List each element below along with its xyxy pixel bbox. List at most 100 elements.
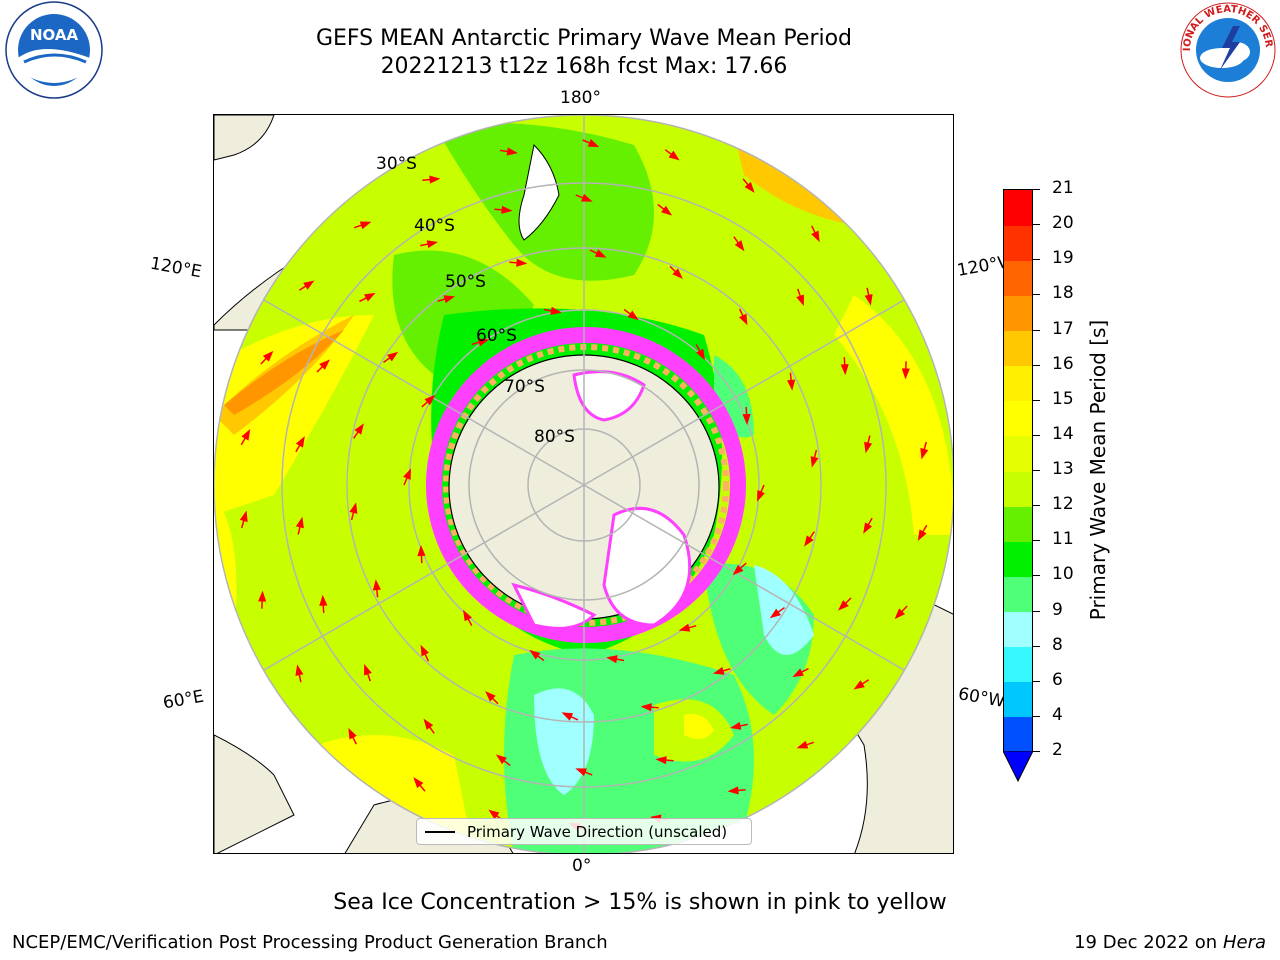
- wave-arrow-head: [364, 292, 376, 302]
- footer-date-text: 19 Dec 2022 on: [1074, 932, 1218, 953]
- colorbar-tick: [1033, 715, 1040, 717]
- colorbar-tick-label: 9: [1052, 599, 1063, 620]
- wave-arrow-head: [550, 306, 562, 315]
- wave-arrow-head: [655, 756, 667, 765]
- lat-label-40s: 40°S: [414, 216, 455, 236]
- lon-label-upper-left: 120°E: [148, 253, 204, 283]
- colorbar-tick-label: 12: [1052, 494, 1074, 515]
- wave-arrow-head: [840, 364, 849, 376]
- land-patch: [214, 115, 275, 161]
- colorbar-tick: [1033, 259, 1040, 261]
- wave-arrow-head: [319, 359, 330, 370]
- wave-arrow-head: [424, 394, 436, 406]
- colorbar-segment: [1004, 400, 1032, 437]
- colorbar-segment: [1004, 576, 1032, 612]
- wave-arrow-head: [920, 447, 929, 460]
- map-title: GEFS MEAN Antarctic Primary Wave Mean Pe…: [315, 26, 853, 51]
- wave-arrow-head: [696, 348, 705, 361]
- colorbar-tick-label: 14: [1052, 423, 1074, 444]
- wave-arrow-head: [864, 294, 873, 306]
- sea-ice-note: Sea Ice Concentration > 15% is shown in …: [333, 890, 947, 915]
- wave-arrow-head: [712, 666, 725, 675]
- wave-arrow-head: [262, 350, 274, 362]
- colorbar-tick: [1033, 189, 1040, 190]
- colorbar-segment: [1004, 611, 1032, 648]
- wave-arrow-head: [627, 310, 639, 321]
- legend-label: Primary Wave Direction (unscaled): [467, 823, 728, 841]
- lon-label-lower-right: 60°W: [956, 684, 1007, 712]
- wave-arrow-head: [810, 456, 819, 468]
- wave-arrow-head: [488, 809, 500, 820]
- wave-arrow-head: [864, 441, 873, 454]
- wave-arrow-head: [756, 490, 765, 502]
- colorbar-extend-arrow: [1003, 751, 1033, 783]
- wave-arrow-head: [796, 740, 809, 749]
- wave-arrow-head: [727, 786, 739, 795]
- colorbar-tick-label: 2: [1052, 740, 1063, 760]
- map-panel: 30°S 40°S 50°S 60°S 70°S 80°S: [213, 114, 954, 854]
- map-subtitle: 20221213 t12z 168h fcst Max: 17.66: [380, 54, 788, 79]
- wave-arrow-head: [359, 221, 372, 230]
- colorbar: [1003, 189, 1033, 753]
- wave-arrow-head: [742, 413, 751, 426]
- wave-arrow-head: [516, 258, 528, 267]
- wave-arrow-head: [734, 240, 745, 252]
- colorbar-tick-label: 15: [1052, 388, 1074, 409]
- colorbar-tick: [1033, 505, 1040, 507]
- colorbar-segment: [1004, 541, 1032, 577]
- wave-arrow-head: [894, 608, 906, 620]
- colorbar-tick: [1033, 399, 1040, 401]
- polar-map: 30°S 40°S 50°S 60°S 70°S 80°S: [214, 115, 953, 853]
- wave-arrow-head: [769, 608, 781, 619]
- wave-arrow-head: [413, 777, 424, 789]
- lat-label-50s: 50°S: [445, 272, 486, 292]
- wave-arrow-head: [804, 535, 814, 547]
- wave-arrow-head: [853, 680, 865, 690]
- footer-machine: Hera: [1222, 932, 1266, 953]
- wave-arrow-head: [349, 502, 358, 514]
- colorbar-segment: [1004, 716, 1032, 753]
- wave-arrow-head: [477, 338, 490, 347]
- wave-arrow-head: [501, 205, 513, 214]
- wave-arrow-head: [787, 379, 796, 391]
- colorbar-tick-label: 20: [1052, 213, 1074, 234]
- wave-arrow-head: [443, 295, 456, 304]
- wave-arrow-head: [606, 655, 618, 664]
- wave-arrow-head: [594, 249, 607, 258]
- colorbar-segment: [1004, 260, 1032, 296]
- colorbar-segment: [1004, 506, 1032, 542]
- lat-label-30s: 30°S: [376, 154, 417, 174]
- footer-date: 19 Dec 2022 on Hera: [1074, 932, 1266, 953]
- colorbar-tick-label: 13: [1052, 459, 1074, 479]
- wave-arrow-head: [668, 150, 680, 161]
- colorbar-tick-label: 8: [1052, 634, 1063, 655]
- wave-arrow-head: [561, 712, 574, 721]
- colorbar-tick-label: 11: [1052, 529, 1074, 550]
- wave-arrow-head: [354, 423, 364, 435]
- wave-arrow-head: [372, 579, 381, 591]
- colorbar-tick-label: 4: [1052, 704, 1063, 725]
- colorbar-tick: [1033, 751, 1040, 752]
- wave-arrow-head: [303, 280, 315, 290]
- wave-arrow-head: [672, 268, 683, 280]
- wave-arrow-head: [901, 368, 910, 380]
- colorbar-label: Primary Wave Mean Period [s]: [1086, 319, 1110, 621]
- colorbar-tick-label: 17: [1052, 318, 1074, 339]
- colorbar-tick-label: 10: [1052, 564, 1074, 585]
- wave-arrow-head: [575, 768, 587, 777]
- wave-arrow-head: [258, 590, 267, 602]
- wave-arrow-head: [423, 718, 434, 730]
- wave-arrow-head: [463, 609, 472, 622]
- wave-arrow-head: [506, 147, 519, 156]
- legend-line-symbol: [425, 831, 455, 833]
- colorbar-tick: [1033, 329, 1040, 331]
- colorbar-tick: [1033, 645, 1040, 647]
- wave-arrow-head: [429, 175, 441, 184]
- lat-label-70s: 70°S: [504, 377, 545, 397]
- colorbar-segment: [1004, 435, 1032, 472]
- wave-direction-arrows: [239, 139, 929, 831]
- wave-arrow-head: [239, 510, 248, 523]
- colorbar-tick-label: 6: [1052, 669, 1063, 690]
- wave-arrow-head: [295, 516, 304, 529]
- wave-arrow-head: [738, 313, 748, 326]
